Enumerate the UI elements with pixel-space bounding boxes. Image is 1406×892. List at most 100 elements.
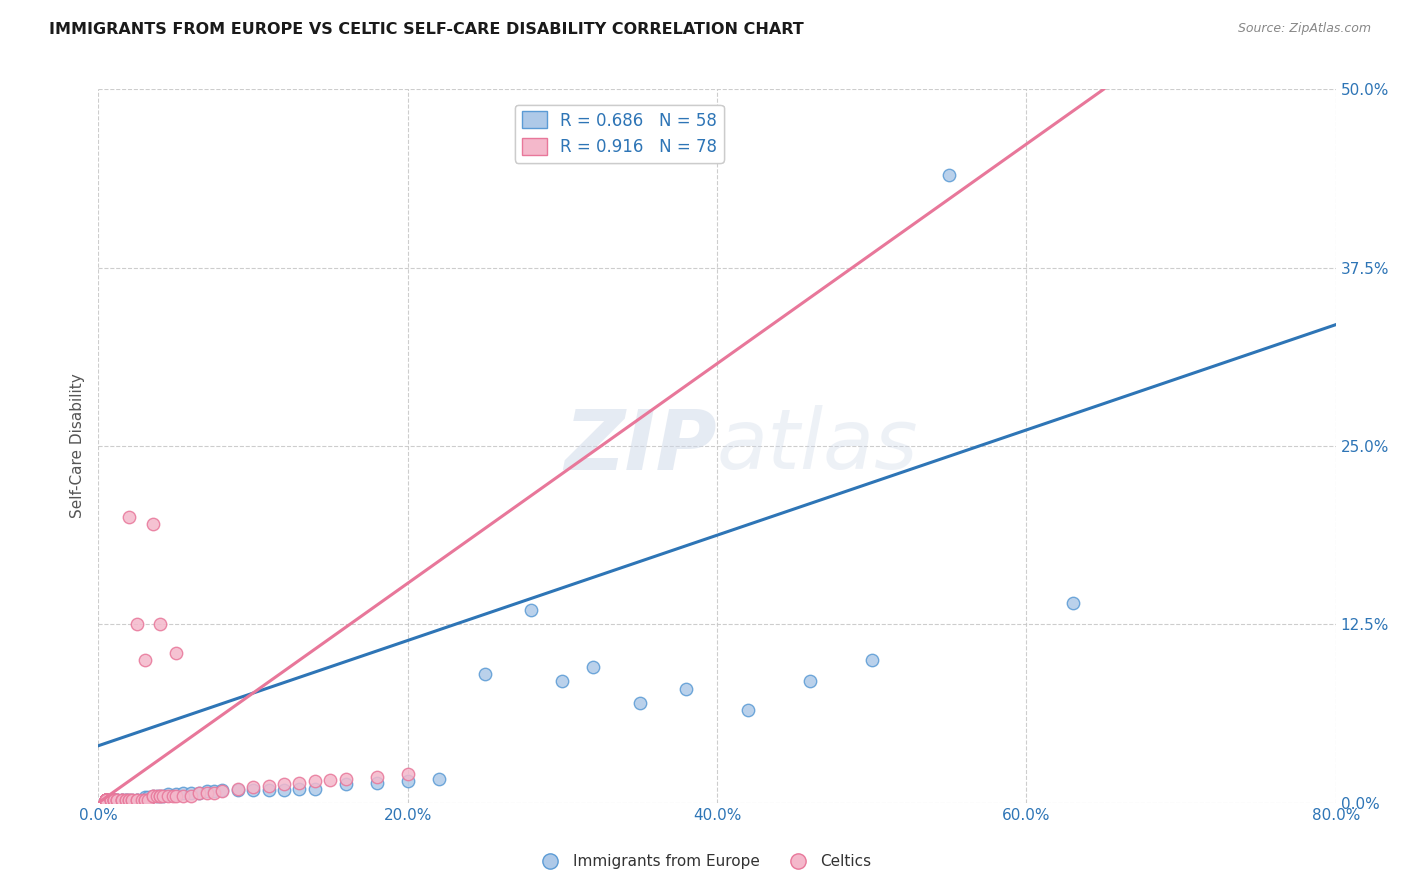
Point: [96, 793, 118, 807]
Point: [366, 770, 388, 784]
Point: [162, 789, 184, 803]
Point: [799, 674, 821, 689]
Point: [96, 793, 118, 807]
Point: [396, 767, 419, 781]
Point: [96, 793, 118, 807]
Point: [152, 789, 174, 803]
Point: [157, 789, 180, 803]
Point: [146, 789, 169, 803]
Point: [96, 793, 118, 807]
Point: [675, 681, 697, 696]
Point: [111, 793, 132, 807]
Point: [188, 786, 211, 800]
Point: [474, 667, 496, 681]
Point: [180, 789, 202, 803]
Point: [195, 784, 218, 798]
Point: [188, 786, 211, 800]
Point: [172, 789, 194, 803]
Point: [257, 783, 280, 797]
Point: [96, 793, 118, 807]
Point: [96, 793, 118, 807]
Point: [103, 793, 125, 807]
Point: [111, 793, 132, 807]
Point: [96, 793, 118, 807]
Point: [96, 793, 118, 807]
Text: atlas: atlas: [717, 406, 918, 486]
Point: [103, 793, 125, 807]
Point: [96, 793, 118, 807]
Point: [103, 793, 125, 807]
Point: [96, 793, 118, 807]
Point: [149, 789, 172, 803]
Point: [100, 793, 122, 807]
Point: [115, 793, 138, 807]
Point: [118, 793, 141, 807]
Point: [366, 776, 388, 790]
Point: [118, 510, 141, 524]
Point: [100, 793, 122, 807]
Point: [96, 793, 118, 807]
Point: [551, 674, 574, 689]
Point: [141, 789, 165, 803]
Point: [103, 793, 125, 807]
Point: [115, 793, 138, 807]
Point: [103, 793, 125, 807]
Point: [211, 783, 233, 797]
Point: [149, 617, 172, 632]
Point: [100, 793, 122, 807]
Point: [288, 781, 311, 796]
Point: [211, 784, 233, 798]
Point: [180, 786, 202, 800]
Point: [737, 703, 759, 717]
Point: [134, 790, 156, 805]
Point: [141, 789, 165, 803]
Point: [96, 793, 118, 807]
Point: [115, 793, 138, 807]
Point: [121, 793, 143, 807]
Point: [100, 793, 122, 807]
Point: [105, 793, 128, 807]
Point: [335, 772, 357, 786]
Text: Source: ZipAtlas.com: Source: ZipAtlas.com: [1237, 22, 1371, 36]
Point: [96, 793, 118, 807]
Point: [96, 793, 118, 807]
Point: [111, 793, 132, 807]
Point: [257, 779, 280, 793]
Point: [96, 793, 118, 807]
Point: [146, 789, 169, 803]
Point: [96, 793, 118, 807]
Point: [121, 793, 143, 807]
Point: [127, 617, 149, 632]
Point: [127, 793, 149, 807]
Point: [520, 603, 543, 617]
Point: [96, 793, 118, 807]
Point: [226, 783, 249, 797]
Point: [938, 168, 960, 182]
Point: [96, 793, 118, 807]
Point: [242, 783, 264, 797]
Point: [115, 793, 138, 807]
Point: [103, 793, 125, 807]
Point: [304, 781, 326, 796]
Point: [582, 660, 605, 674]
Text: IMMIGRANTS FROM EUROPE VS CELTIC SELF-CARE DISABILITY CORRELATION CHART: IMMIGRANTS FROM EUROPE VS CELTIC SELF-CA…: [49, 22, 804, 37]
Point: [165, 789, 187, 803]
Point: [136, 790, 159, 805]
Point: [100, 793, 122, 807]
Point: [396, 774, 419, 789]
Point: [96, 793, 118, 807]
Point: [172, 786, 194, 800]
Point: [134, 793, 156, 807]
Point: [105, 793, 128, 807]
Point: [273, 783, 295, 797]
Point: [152, 789, 174, 803]
Point: [96, 793, 118, 807]
Point: [304, 774, 326, 789]
Point: [628, 696, 651, 710]
Point: [204, 784, 226, 798]
Point: [96, 793, 118, 807]
Point: [127, 793, 149, 807]
Point: [204, 786, 226, 800]
Point: [103, 793, 125, 807]
Point: [149, 789, 172, 803]
